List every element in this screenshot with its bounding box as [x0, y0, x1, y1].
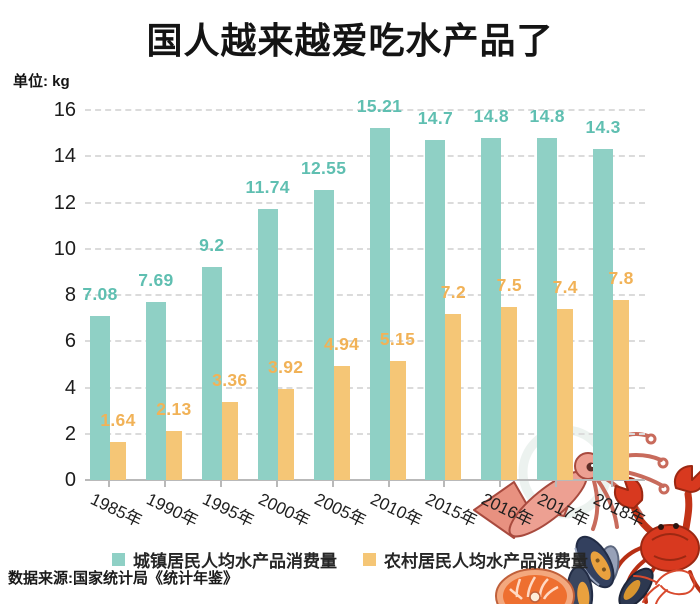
- chart-legend: 城镇居民人均水产品消费量 农村居民人均水产品消费量: [0, 547, 700, 572]
- x-axis-label-2005年: 2005年: [311, 489, 369, 531]
- y-axis-tick-12: 12: [53, 191, 76, 214]
- gridline-4: [85, 386, 645, 389]
- legend-item-rural: 农村居民人均水产品消费量: [363, 547, 588, 572]
- unit-label: 单位: kg: [13, 73, 70, 90]
- y-axis-tick-2: 2: [64, 422, 76, 445]
- bar-rural-2015年: [445, 313, 462, 480]
- x-axis-label-2017年: 2017年: [534, 489, 593, 531]
- legend-swatch-rural: [363, 553, 376, 566]
- x-axis-label-1995年: 1995年: [199, 489, 257, 531]
- value-label-rural-2015年: 7.2: [440, 281, 466, 302]
- x-axis-label-1990年: 1990年: [143, 489, 201, 531]
- gridline-2: [85, 432, 645, 435]
- value-label-urban-2015年: 14.7: [417, 108, 454, 129]
- value-label-rural-2010年: 5.15: [379, 328, 416, 349]
- x-axis-label-2010年: 2010年: [366, 489, 425, 531]
- bar-urban-2015年: [425, 140, 446, 480]
- y-axis-tick-4: 4: [64, 376, 76, 399]
- bar-urban-1985年: [90, 316, 110, 480]
- x-axis-tick-2017年: [555, 481, 558, 487]
- gridline-12: [85, 201, 645, 204]
- x-axis-label-2016年: 2016年: [478, 489, 537, 531]
- data-source: 数据来源:国家统计局《统计年鉴》: [8, 570, 238, 587]
- value-label-urban-2017年: 14.8: [529, 105, 565, 126]
- value-label-rural-2016年: 7.5: [496, 274, 522, 295]
- gridline-0: [85, 479, 645, 481]
- gridline-14: [85, 155, 645, 158]
- value-label-urban-2010年: 15.21: [356, 96, 403, 117]
- gridline-16: [85, 109, 645, 111]
- value-label-rural-2018年: 7.8: [608, 267, 634, 288]
- bar-urban-2017年: [537, 137, 558, 480]
- x-axis-tick-2015年: [443, 481, 446, 487]
- x-axis-tick-2016年: [499, 481, 502, 487]
- shrimp-sketch-icon: [633, 569, 696, 604]
- value-label-rural-2000年: 3.92: [268, 357, 304, 378]
- value-label-urban-2018年: 14.3: [585, 117, 621, 138]
- chart-title: 国人越来越爱吃水产品了: [146, 20, 554, 61]
- x-axis-tick-2005年: [331, 481, 334, 487]
- bar-rural-1990年: [165, 430, 182, 480]
- legend-item-urban: 城镇居民人均水产品消费量: [112, 547, 337, 572]
- bar-urban-2016年: [481, 137, 502, 480]
- bar-rural-2010年: [389, 360, 406, 480]
- bar-urban-2018年: [593, 149, 614, 480]
- x-axis-label-2015年: 2015年: [422, 489, 481, 531]
- bar-urban-2010年: [369, 128, 390, 480]
- x-axis-label-1985年: 1985年: [87, 489, 146, 531]
- legend-label-urban: 城镇居民人均水产品消费量: [133, 552, 337, 571]
- x-axis-label-2018年: 2018年: [590, 489, 649, 531]
- value-label-rural-1995年: 3.36: [212, 370, 248, 391]
- value-label-rural-1985年: 1.64: [100, 410, 136, 431]
- bar-urban-2000年: [257, 208, 278, 480]
- x-axis-tick-2000年: [275, 481, 278, 487]
- y-axis-tick-8: 8: [64, 284, 76, 306]
- bar-rural-2005年: [333, 365, 350, 480]
- value-label-rural-1990年: 2.13: [156, 398, 192, 419]
- x-axis-tick-1985年: [108, 481, 110, 487]
- mussels-icon: [566, 535, 654, 604]
- bar-rural-2000年: [277, 389, 294, 480]
- y-axis-tick-14: 14: [53, 145, 76, 168]
- value-label-rural-2017年: 7.4: [552, 276, 578, 297]
- bar-rural-2017年: [557, 308, 574, 480]
- legend-label-rural: 农村居民人均水产品消费量: [384, 552, 588, 571]
- bar-rural-1995年: [221, 402, 238, 480]
- bar-urban-1990年: [145, 302, 166, 480]
- value-label-urban-1995年: 9.2: [199, 235, 225, 256]
- bar-urban-2005年: [313, 189, 334, 480]
- x-axis-tick-1990年: [163, 481, 166, 487]
- x-axis-label-2000年: 2000年: [255, 489, 313, 531]
- value-label-urban-1990年: 7.69: [138, 270, 174, 291]
- value-label-urban-1985年: 7.08: [82, 284, 118, 305]
- x-axis-tick-2010年: [387, 481, 390, 487]
- value-label-urban-2000年: 11.74: [245, 176, 290, 197]
- value-label-urban-2005年: 12.55: [300, 157, 347, 178]
- x-axis-tick-2018年: [611, 481, 614, 487]
- value-label-rural-2005年: 4.94: [323, 333, 360, 354]
- gridline-8: [85, 294, 645, 296]
- x-axis-tick-1995年: [219, 481, 222, 487]
- gridline-10: [85, 247, 645, 250]
- value-label-urban-2016年: 14.8: [473, 105, 509, 126]
- y-axis-tick-10: 10: [53, 237, 76, 260]
- legend-swatch-urban: [112, 553, 125, 566]
- salmon-steak-icon: [495, 568, 575, 604]
- bar-urban-1995年: [201, 267, 222, 480]
- y-axis-tick-16: 16: [53, 99, 76, 121]
- gridline-6: [85, 340, 645, 343]
- y-axis-tick-0: 0: [64, 469, 76, 491]
- bar-rural-2018年: [613, 299, 630, 480]
- y-axis-tick-6: 6: [64, 330, 76, 353]
- bar-rural-1985年: [110, 442, 126, 480]
- bar-rural-2016年: [501, 306, 518, 480]
